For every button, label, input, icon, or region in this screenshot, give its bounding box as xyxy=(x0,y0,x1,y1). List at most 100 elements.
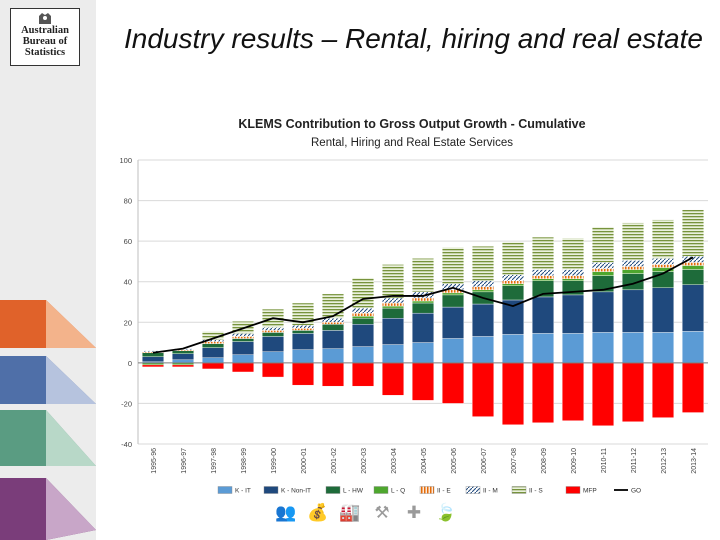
bar-ii-s-2010-11 xyxy=(592,226,615,263)
bar-k-non-it-2005-06 xyxy=(442,306,465,339)
legend-label: K - Non-IT xyxy=(281,488,311,495)
bar-ii-s-2002-03 xyxy=(351,277,374,309)
bar-l-hw-1998-99 xyxy=(231,338,254,342)
bar-l-hw-2007-08 xyxy=(502,285,525,301)
bar-l-hw-2000-01 xyxy=(291,330,314,334)
y-tick-label: -40 xyxy=(121,440,132,449)
bar-l-hw-1999-00 xyxy=(261,332,284,337)
bar-mfp-2005-06 xyxy=(442,362,465,404)
bar-ii-e-2006-07 xyxy=(472,286,495,291)
bar-l-hw-2005-06 xyxy=(442,294,465,308)
bar-l-q-2009-10 xyxy=(562,278,585,281)
legend-label: GO xyxy=(631,488,641,495)
logo-line-1: Australian xyxy=(21,25,69,36)
bar-ii-e-2009-10 xyxy=(562,275,585,279)
bar-k-non-it-2013-14 xyxy=(682,284,705,332)
bar-ii-m-2004-05 xyxy=(412,291,435,299)
x-tick-label: 1995-96 xyxy=(151,448,158,474)
bar-ii-m-2012-13 xyxy=(652,258,675,265)
legend-label: L - HW xyxy=(343,488,364,495)
x-tick-label: 2009-10 xyxy=(571,448,578,474)
chevron-purple-light xyxy=(46,478,96,540)
x-tick-label: 1999-00 xyxy=(271,448,278,474)
bar-ii-s-2003-04 xyxy=(382,264,405,299)
go-line xyxy=(152,256,694,354)
bar-ii-e-2011-12 xyxy=(622,266,645,270)
bar-ii-m-2007-08 xyxy=(502,274,525,281)
x-tick-label: 1997-98 xyxy=(211,448,218,474)
bar-ii-s-2000-01 xyxy=(291,302,314,326)
bar-ii-m-2003-04 xyxy=(382,297,405,304)
x-tick-label: 2001-02 xyxy=(331,448,338,474)
bar-mfp-2013-14 xyxy=(682,362,705,413)
bar-ii-s-2006-07 xyxy=(472,246,495,281)
bar-k-non-it-2008-09 xyxy=(532,296,555,334)
bar-l-q-2005-06 xyxy=(442,292,465,296)
money-bag-icon: 💰 xyxy=(307,503,329,522)
legend-label: II - E xyxy=(437,488,451,495)
chevron-blue-light xyxy=(46,356,96,404)
bar-k-it-1999-00 xyxy=(261,351,284,364)
bar-ii-e-2010-11 xyxy=(592,268,615,272)
bar-k-it-2012-13 xyxy=(652,332,675,364)
bar-ii-s-2005-06 xyxy=(442,247,465,284)
bar-k-non-it-1997-98 xyxy=(201,347,224,358)
x-tick-label: 2002-03 xyxy=(361,448,368,474)
chevron-orange-light xyxy=(46,300,96,348)
bar-k-non-it-1995-96 xyxy=(142,356,165,363)
bar-ii-m-2006-07 xyxy=(472,280,495,287)
bar-l-q-2013-14 xyxy=(682,265,705,270)
bar-k-non-it-1996-97 xyxy=(171,353,194,361)
bar-ii-m-2009-10 xyxy=(562,269,585,276)
bar-ii-s-2007-08 xyxy=(502,241,525,275)
chart-subtitle: Rental, Hiring and Real Estate Services xyxy=(311,137,513,149)
bar-mfp-2002-03 xyxy=(351,362,374,387)
legend-swatch-k-non-it xyxy=(263,486,279,494)
bar-mfp-2001-02 xyxy=(321,362,344,387)
bar-ii-m-2011-12 xyxy=(622,260,645,267)
tools-icon: ⚒ xyxy=(374,503,390,522)
bar-l-q-2008-09 xyxy=(532,278,555,281)
bar-mfp-1998-99 xyxy=(231,362,254,373)
bar-l-hw-1995-96 xyxy=(142,352,165,357)
bar-k-non-it-2004-05 xyxy=(412,312,435,343)
bar-mfp-1999-00 xyxy=(261,362,284,378)
bar-mfp-2012-13 xyxy=(652,362,675,418)
bar-k-it-1998-99 xyxy=(231,354,254,364)
chart-axes: -40 -20 0 20 40 60 80 100 1995-96 1996-97 1997-98 1… xyxy=(119,156,708,474)
legend-label: II - M xyxy=(483,488,498,495)
y-tick-label: 40 xyxy=(124,278,132,287)
bar-k-non-it-2002-03 xyxy=(351,324,374,347)
bar-l-hw-2003-04 xyxy=(382,307,405,319)
bar-k-it-2005-06 xyxy=(442,338,465,364)
bar-ii-s-2008-09 xyxy=(532,236,555,270)
legend-label: K - IT xyxy=(235,488,251,495)
abs-logo: Australian Bureau of Statistics xyxy=(10,8,80,66)
bar-k-it-2000-01 xyxy=(291,349,314,364)
bar-ii-s-2013-14 xyxy=(682,209,705,257)
chevron-green-light xyxy=(46,410,96,466)
bar-mfp-2006-07 xyxy=(472,362,495,417)
bar-k-non-it-2000-01 xyxy=(291,333,314,350)
crest-icon xyxy=(39,13,51,24)
bar-k-non-it-2001-02 xyxy=(321,330,344,349)
bar-ii-e-1999-00 xyxy=(261,330,284,333)
bar-l-hw-1996-97 xyxy=(171,350,194,354)
legend-swatch-ii-s xyxy=(511,486,527,494)
bar-ii-m-2002-03 xyxy=(351,307,374,314)
bar-ii-e-2013-14 xyxy=(682,262,705,266)
legend-swatch-l-hw xyxy=(325,486,341,494)
sidebar-chevrons xyxy=(0,0,96,540)
y-tick-label: 0 xyxy=(128,359,132,368)
bar-k-it-2013-14 xyxy=(682,331,705,364)
bar-k-it-2003-04 xyxy=(382,344,405,364)
legend-swatch-mfp xyxy=(565,486,581,494)
bar-ii-m-2008-09 xyxy=(532,269,555,276)
legend-swatch-l-q xyxy=(373,486,389,494)
x-tick-label: 1996-97 xyxy=(181,448,188,474)
bar-l-q-2007-08 xyxy=(502,283,525,286)
x-tick-label: 2008-09 xyxy=(541,448,548,474)
bar-k-it-2009-10 xyxy=(562,333,585,364)
x-tick-label: 2012-13 xyxy=(661,448,668,474)
legend-swatch-ii-e xyxy=(419,486,435,494)
